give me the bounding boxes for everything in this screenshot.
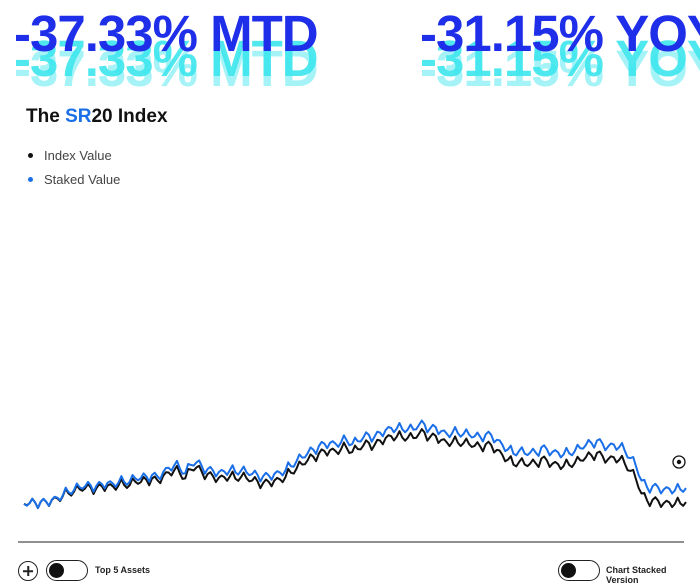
toggle-knob bbox=[49, 562, 64, 578]
chart-title: The SR20 Index bbox=[26, 106, 168, 128]
series-layer bbox=[23, 419, 687, 510]
chart-title-accent: SR bbox=[65, 106, 92, 127]
hover-cursor-dot bbox=[676, 459, 682, 465]
legend-dot-staked bbox=[28, 176, 33, 182]
stacked-version-toggle[interactable] bbox=[558, 560, 600, 581]
chart-title-suffix: 20 Index bbox=[91, 106, 168, 127]
mtd-change-echo: -37.33% MTD bbox=[14, 30, 319, 87]
legend-item-index-value: Index Value bbox=[26, 143, 120, 167]
chart-title-prefix: The bbox=[26, 106, 66, 127]
mtd-change-value: -37.33% MTD bbox=[14, 5, 319, 62]
mtd-change-echo-back: -37.33% MTD bbox=[14, 40, 319, 97]
chart-controls: Top 5 Assets Chart Stacked Version bbox=[0, 556, 700, 587]
index-line-chart bbox=[18, 419, 687, 543]
legend-label-index: Index Value bbox=[44, 147, 112, 163]
add-button[interactable] bbox=[18, 561, 38, 581]
toggle-knob bbox=[561, 562, 576, 578]
legend-dot-index bbox=[28, 152, 33, 158]
hover-cursor-marker[interactable] bbox=[672, 455, 686, 469]
series-line-staked-value bbox=[23, 419, 687, 510]
legend-label-staked: Staked Value bbox=[44, 171, 121, 187]
yoy-change-echo-back: -31.15% YOY bbox=[420, 40, 700, 97]
stacked-version-label: Chart Stacked Version bbox=[606, 565, 667, 585]
yoy-change-echo: -31.15% YOY bbox=[420, 30, 700, 87]
series-line-index-value bbox=[23, 428, 687, 510]
chart-legend: Index Value Staked Value bbox=[26, 143, 120, 191]
yoy-change-value: -31.15% YOY bbox=[420, 5, 700, 62]
top5-assets-toggle[interactable] bbox=[46, 560, 88, 581]
top5-assets-label: Top 5 Assets bbox=[95, 565, 151, 575]
legend-item-staked-value: Staked Value bbox=[26, 167, 120, 191]
